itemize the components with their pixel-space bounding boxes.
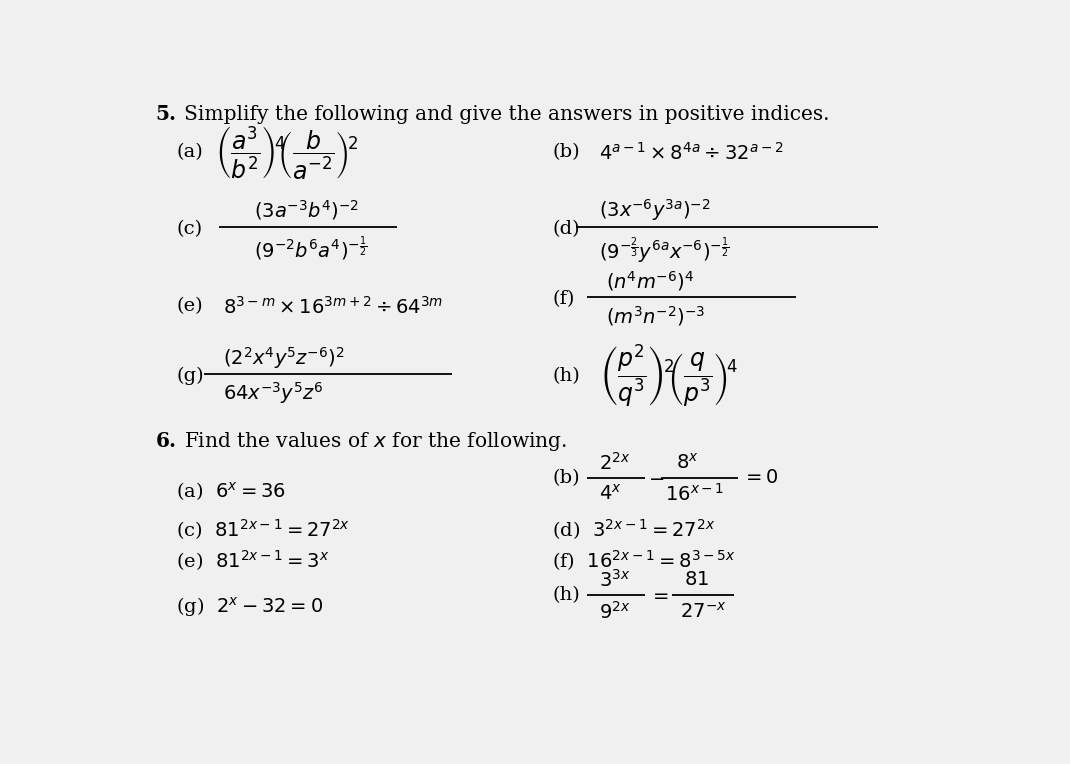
Text: 6.: 6. [155,431,177,452]
Text: $(3a^{-3}b^4)^{-2}$: $(3a^{-3}b^4)^{-2}$ [254,199,358,222]
Text: $(3x^{-6}y^{3a})^{-2}$: $(3x^{-6}y^{3a})^{-2}$ [599,197,710,223]
Text: (h): (h) [552,367,580,385]
Text: $= 0$: $= 0$ [743,469,779,487]
Text: (g)  $2^x - 32 = 0$: (g) $2^x - 32 = 0$ [177,595,323,619]
Text: (d)  $3^{2x-1} = 27^{2x}$: (d) $3^{2x-1} = 27^{2x}$ [552,517,716,542]
Text: $\left(\dfrac{p^2}{q^3}\right)^{\!2}\!\!\left(\dfrac{q}{p^3}\right)^{\!4}$: $\left(\dfrac{p^2}{q^3}\right)^{\!2}\!\!… [599,342,738,410]
Text: $(n^4 m^{-6})^4$: $(n^4 m^{-6})^4$ [607,269,694,293]
Text: $8^{3-m} \times 16^{3m+2} \div 64^{3m}$: $8^{3-m} \times 16^{3m+2} \div 64^{3m}$ [223,296,443,318]
Text: $3^{3x}$: $3^{3x}$ [599,569,630,591]
Text: $=$: $=$ [649,586,670,604]
Text: $4^{a-1} \times 8^{4a} \div 32^{a-2}$: $4^{a-1} \times 8^{4a} \div 32^{a-2}$ [599,141,783,163]
Text: $64x^{-3}y^5 z^6$: $64x^{-3}y^5 z^6$ [223,380,323,406]
Text: $-$: $-$ [647,469,663,487]
Text: $27^{-x}$: $27^{-x}$ [681,602,727,622]
Text: Find the values of $x$ for the following.: Find the values of $x$ for the following… [184,430,567,453]
Text: $9^{2x}$: $9^{2x}$ [599,601,630,623]
Text: (c): (c) [177,221,202,238]
Text: $81$: $81$ [684,571,709,589]
Text: (a)  $6^x = 36$: (a) $6^x = 36$ [177,480,287,503]
Text: $(9^{-2}b^6 a^4)^{-\frac{1}{2}}$: $(9^{-2}b^6 a^4)^{-\frac{1}{2}}$ [254,235,367,263]
Text: $(2^2 x^4 y^5 z^{-6})^2$: $(2^2 x^4 y^5 z^{-6})^2$ [223,345,345,371]
Text: (c)  $81^{2x-1} = 27^{2x}$: (c) $81^{2x-1} = 27^{2x}$ [177,517,351,542]
Text: (a): (a) [177,144,203,161]
Text: (e): (e) [177,297,203,316]
Text: (f)  $16^{2x-1} = 8^{3-5x}$: (f) $16^{2x-1} = 8^{3-5x}$ [552,549,736,573]
Text: (d): (d) [552,221,580,238]
Text: $(9^{-\frac{2}{3}}y^{6a}x^{-6})^{-\frac{1}{2}}$: $(9^{-\frac{2}{3}}y^{6a}x^{-6})^{-\frac{… [599,235,729,266]
Text: $2^{2x}$: $2^{2x}$ [599,452,630,474]
Text: $8^x$: $8^x$ [676,453,699,473]
Text: $(m^3 n^{-2})^{-3}$: $(m^3 n^{-2})^{-3}$ [607,304,706,328]
Text: $\left(\dfrac{a^3}{b^2}\right)^{\!4}\!\!\left(\dfrac{b}{a^{-2}}\right)^{\!2}$: $\left(\dfrac{a^3}{b^2}\right)^{\!4}\!\!… [215,124,358,181]
Text: $16^{x-1}$: $16^{x-1}$ [664,483,723,504]
Text: (g): (g) [177,367,204,385]
Text: (b): (b) [552,469,580,487]
Text: (h): (h) [552,586,580,604]
Text: Simplify the following and give the answers in positive indices.: Simplify the following and give the answ… [184,105,829,124]
Text: $4^x$: $4^x$ [599,484,622,503]
Text: 5.: 5. [155,104,177,124]
Text: (f): (f) [552,290,575,308]
Text: (b): (b) [552,144,580,161]
Text: (e)  $81^{2x-1} = 3^x$: (e) $81^{2x-1} = 3^x$ [177,549,330,573]
